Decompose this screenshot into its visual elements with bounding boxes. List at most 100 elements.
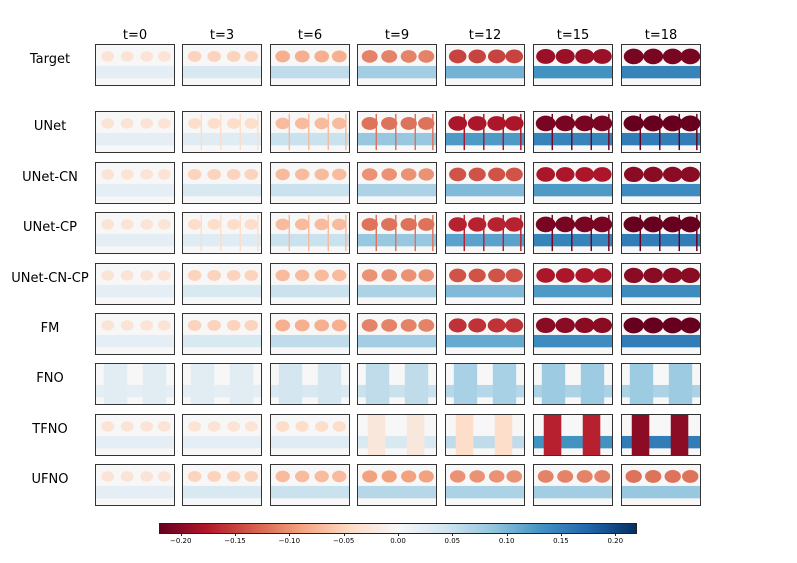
field-band	[446, 334, 524, 348]
row-label: TFNO	[32, 422, 68, 437]
field-band	[534, 485, 612, 499]
heatmap-panel	[182, 313, 262, 355]
field-streak	[414, 113, 417, 151]
field-blob	[623, 317, 644, 334]
heatmap-panel	[95, 162, 175, 204]
field-band	[96, 284, 174, 298]
field-blob	[662, 267, 683, 284]
field-blob	[332, 269, 347, 282]
field-blob	[400, 269, 417, 282]
field-blob	[361, 50, 378, 63]
field-blob	[207, 168, 222, 180]
field-streak	[288, 214, 291, 252]
field-band	[96, 183, 174, 197]
heatmap-panel	[357, 111, 437, 153]
field-blob	[244, 421, 258, 432]
field-blob	[555, 48, 575, 64]
field-stripe	[492, 364, 517, 404]
field-streak	[395, 113, 397, 151]
field-streak	[639, 214, 642, 252]
colorbar-tick	[289, 533, 291, 536]
field-blob	[487, 116, 507, 131]
field-band	[183, 132, 261, 146]
field-band	[358, 132, 436, 146]
field-blob	[101, 471, 115, 482]
field-blob	[536, 48, 556, 64]
field-streak	[659, 214, 661, 252]
field-band	[183, 284, 261, 298]
field-blob	[157, 421, 171, 432]
row-label: UNet-CN	[22, 170, 78, 185]
field-stripe	[582, 415, 601, 455]
colorbar-tick-label: 0.05	[444, 537, 461, 545]
heatmap-panel	[533, 111, 613, 153]
column-label: t=15	[556, 28, 590, 43]
field-blob	[101, 169, 115, 180]
field-streak	[639, 113, 642, 151]
colorbar-tick-label: 0.00	[390, 537, 406, 545]
field-blob	[140, 118, 154, 129]
field-blob	[140, 169, 154, 180]
field-streak	[696, 113, 698, 151]
colorbar-tick	[343, 533, 345, 536]
field-blob	[400, 116, 417, 130]
field-blob	[449, 268, 467, 283]
heatmap-panel	[357, 44, 437, 86]
field-blob	[226, 168, 241, 180]
field-blob	[418, 269, 435, 282]
heatmap-panel	[445, 363, 525, 405]
field-blob	[448, 318, 467, 333]
field-blob	[487, 49, 506, 64]
field-band	[534, 65, 612, 79]
heatmap-panel	[95, 212, 175, 254]
field-streak	[432, 214, 434, 252]
field-blob	[361, 116, 378, 130]
field-band	[96, 132, 174, 146]
field-blob	[101, 219, 115, 230]
field-band	[622, 485, 700, 499]
field-blob	[418, 319, 435, 332]
field-blob	[381, 168, 397, 181]
field-blob	[294, 117, 310, 130]
field-blob	[187, 269, 202, 281]
column-label: t=9	[384, 28, 410, 43]
field-band	[183, 334, 261, 348]
heatmap-panel	[445, 414, 525, 456]
field-blob	[188, 219, 202, 230]
field-stripe	[543, 415, 562, 455]
field-streak	[608, 214, 610, 252]
field-streak	[239, 214, 242, 252]
field-blob	[244, 319, 259, 331]
row-label: UNet-CN-CP	[11, 271, 89, 286]
field-blob	[226, 50, 241, 62]
field-blob	[555, 216, 576, 233]
heatmap-panel	[533, 263, 613, 305]
field-band	[358, 233, 436, 247]
field-band	[622, 334, 700, 348]
colorbar-tick	[452, 533, 454, 536]
field-blob	[140, 471, 154, 482]
heatmap-panel	[621, 263, 701, 305]
heatmap-panel	[621, 111, 701, 153]
colorbar-tick	[235, 533, 237, 536]
field-stripe	[629, 364, 654, 404]
heatmap-panel	[182, 414, 262, 456]
field-band	[534, 284, 612, 298]
colorbar-tick	[398, 533, 399, 536]
field-streak	[483, 113, 485, 151]
field-blob	[643, 166, 663, 183]
field-blob	[381, 319, 398, 332]
heatmap-panel	[533, 212, 613, 254]
heatmap-panel	[533, 464, 613, 506]
field-band	[271, 65, 349, 79]
field-band	[183, 183, 261, 197]
field-streak	[608, 113, 610, 151]
heatmap-panel	[621, 414, 701, 456]
field-blob	[157, 169, 171, 180]
heatmap-panel	[182, 162, 262, 204]
field-stripe	[494, 415, 513, 455]
field-blob	[157, 118, 171, 129]
field-streak	[414, 214, 417, 252]
field-stripe	[406, 415, 425, 455]
